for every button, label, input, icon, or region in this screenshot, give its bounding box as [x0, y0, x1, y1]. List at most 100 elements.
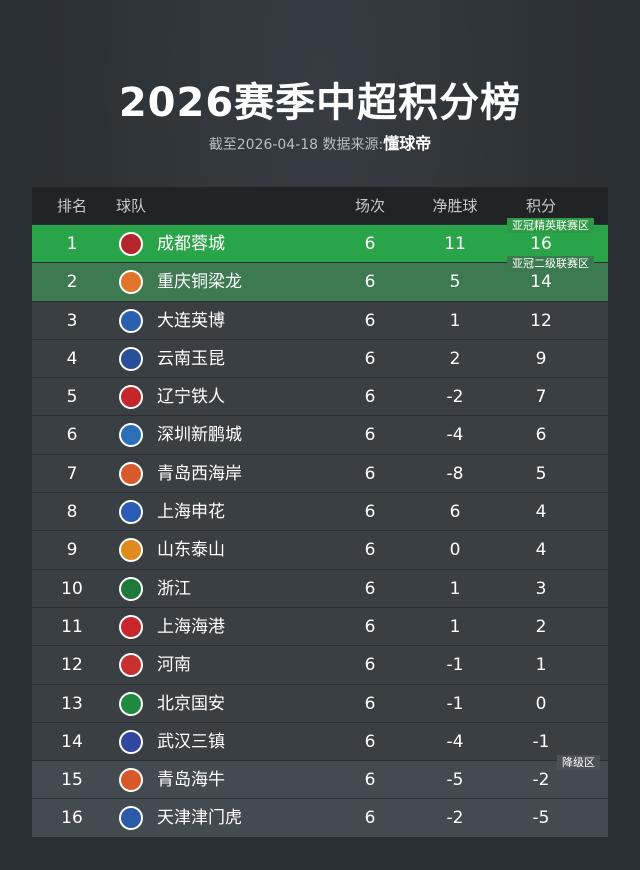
cell: 6 — [364, 310, 376, 331]
table-row: 10 浙江 6 1 3 — [32, 569, 608, 608]
table-row: 13 北京国安 6 -1 0 — [32, 684, 608, 723]
table-row: 7 青岛西海岸 6 -8 5 — [32, 454, 608, 494]
cell: -4 — [446, 425, 464, 446]
cell: 6 — [66, 425, 78, 446]
cell: 浙江 — [157, 578, 191, 599]
cell: 上海申花 — [157, 502, 225, 523]
cell: 6 — [364, 770, 376, 791]
cell: -2 — [446, 387, 464, 408]
cell: 6 — [364, 234, 376, 254]
zone-label: 亚冠精英联赛区 — [507, 218, 594, 233]
cell: 深圳新鹏城 — [157, 425, 242, 446]
cell: 6 — [364, 463, 376, 484]
cell: 4 — [66, 348, 78, 369]
table-row: 4 云南玉昆 6 2 9 — [32, 339, 608, 379]
cell: 12 — [61, 655, 83, 676]
cell: 1 — [449, 616, 461, 637]
cell: 3 — [66, 310, 78, 331]
zone-label: 降级区 — [557, 755, 600, 770]
cell: -2 — [446, 808, 464, 829]
cell: 青岛西海岸 — [157, 463, 242, 484]
cell: 9 — [66, 540, 78, 561]
cell: 4 — [535, 502, 547, 523]
cell: 6 — [364, 272, 376, 293]
cell: 天津津门虎 — [157, 808, 242, 829]
team-logo — [119, 691, 143, 716]
column-header: 场次 — [354, 197, 385, 215]
cell: 河南 — [157, 655, 191, 676]
column-header: 积分 — [525, 197, 556, 215]
cell: 7 — [66, 463, 78, 484]
cell: 山东泰山 — [157, 540, 225, 561]
cell: 云南玉昆 — [157, 348, 225, 369]
cell: 5 — [66, 387, 78, 408]
table-row: 11 上海海港 6 1 2 — [32, 607, 608, 647]
header-row: 排名 球队 场次 净胜球 积分 — [32, 187, 608, 225]
cell: 6 — [364, 655, 376, 676]
cell: 14 — [61, 731, 83, 752]
table-row: 12 河南 6 -1 1 — [32, 646, 608, 685]
cell: 大连英博 — [157, 310, 225, 331]
cell: 6 — [364, 578, 376, 599]
cell: 6 — [364, 731, 376, 752]
cell: -2 — [532, 770, 550, 791]
cell: -8 — [446, 463, 464, 484]
cell: 1 — [66, 234, 78, 254]
cell: 6 — [364, 348, 376, 369]
table-row: 9 山东泰山 6 0 4 — [32, 531, 608, 570]
cell: 6 — [364, 502, 376, 523]
team-logo — [119, 346, 143, 371]
team-logo — [119, 232, 143, 256]
cell: 16 — [61, 808, 83, 829]
table-row: 16 天津津门虎 6 -2 -5 — [32, 799, 608, 838]
cell: -4 — [446, 731, 464, 752]
cell: -1 — [446, 655, 464, 676]
cell: 6 — [364, 540, 376, 561]
team-logo — [119, 500, 143, 525]
cell: 11 — [444, 234, 466, 254]
table-row: 3 大连英博 6 1 12 — [32, 301, 608, 340]
standings-table: 排名 球队 场次 净胜球 积分 1 成都蓉城 6 11 16 2 重庆铜梁龙 6 5 14 3 大连英博 6 1 12… — [32, 187, 608, 838]
table-row: 6 深圳新鹏城 6 -4 6 — [32, 416, 608, 455]
team-logo — [119, 806, 143, 831]
cell: 6 — [364, 808, 376, 829]
cell: 武汉三镇 — [157, 731, 225, 752]
column-header: 净胜球 — [432, 197, 478, 215]
cell: 2 — [535, 616, 547, 637]
cell: 3 — [535, 578, 547, 599]
table-row: 14 武汉三镇 6 -4 -1 — [32, 722, 608, 762]
team-logo — [119, 308, 143, 333]
cell: 9 — [535, 348, 547, 369]
cell: 重庆铜梁龙 — [157, 272, 242, 293]
cell: -5 — [446, 770, 464, 791]
cell: 12 — [530, 310, 552, 331]
cell: 青岛海牛 — [157, 770, 225, 791]
cell: 4 — [535, 540, 547, 561]
cell: 11 — [61, 616, 83, 637]
team-logo — [119, 768, 143, 793]
cell: 北京国安 — [157, 693, 225, 714]
source: 懂球帝 — [383, 134, 432, 153]
cell: 16 — [530, 234, 552, 254]
cell: 辽宁铁人 — [157, 387, 225, 408]
cell: 7 — [535, 387, 547, 408]
cell: 6 — [364, 616, 376, 637]
team-logo — [119, 423, 143, 448]
team-logo — [119, 385, 143, 410]
cell: 1 — [449, 310, 461, 331]
cell: 0 — [449, 540, 461, 561]
table-row: 8 上海申花 6 6 4 — [32, 493, 608, 532]
cell: -5 — [532, 808, 550, 829]
cell: 5 — [535, 463, 547, 484]
subtitle-text: 截至2026-04-18 数据来源: — [208, 137, 384, 153]
column-header: 球队 — [116, 197, 147, 215]
team-logo — [119, 576, 143, 601]
cell: 2 — [449, 348, 461, 369]
table-row: 5 辽宁铁人 6 -2 7 — [32, 378, 608, 417]
cell: -1 — [532, 731, 550, 752]
table-row: 15 青岛海牛 6 -5 -2 — [32, 761, 608, 800]
cell: 6 — [364, 387, 376, 408]
cell: 13 — [61, 693, 83, 714]
team-logo — [119, 270, 143, 295]
cell: 2 — [66, 272, 78, 293]
